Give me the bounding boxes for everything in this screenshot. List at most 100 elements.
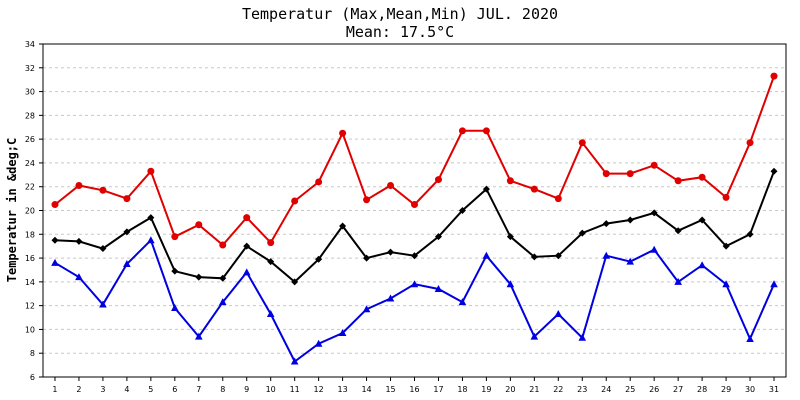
data-point-mean [626, 216, 634, 224]
data-point-max [291, 197, 299, 205]
data-point-mean [147, 214, 155, 222]
x-tick-label: 24 [601, 385, 611, 394]
data-point-max [770, 72, 778, 80]
y-tick-label: 10 [25, 325, 35, 334]
x-tick-label: 11 [290, 385, 300, 394]
data-point-max [530, 185, 538, 193]
data-point-min [171, 304, 179, 312]
data-point-mean [530, 253, 538, 261]
data-point-mean [171, 267, 179, 275]
data-point-max [746, 139, 754, 147]
x-tick-label: 19 [481, 385, 491, 394]
x-tick-label: 21 [529, 385, 539, 394]
data-point-min [434, 284, 443, 292]
data-point-max [722, 193, 730, 201]
data-point-min [123, 260, 131, 268]
data-point-min [722, 280, 730, 288]
x-tick-label: 9 [244, 385, 249, 394]
x-tick-label: 23 [577, 385, 587, 394]
data-point-min [410, 280, 419, 288]
x-tick-label: 29 [721, 385, 731, 394]
data-point-min [386, 294, 395, 302]
y-tick-label: 32 [25, 64, 35, 73]
data-point-min [770, 280, 778, 288]
y-axis-label: Temperatur in &deg;C [5, 138, 19, 283]
data-point-min [506, 280, 515, 288]
x-tick-label: 25 [625, 385, 635, 394]
data-point-max [171, 233, 179, 241]
data-point-max [315, 178, 323, 186]
y-tick-label: 34 [25, 40, 35, 49]
y-tick-label: 14 [25, 278, 35, 287]
data-point-max [387, 182, 395, 190]
data-point-max [674, 177, 682, 185]
data-point-max [482, 127, 490, 135]
x-tick-label: 5 [148, 385, 153, 394]
data-point-min [626, 257, 635, 265]
data-point-max [243, 214, 251, 222]
data-point-min [338, 328, 347, 336]
data-point-max [578, 139, 586, 147]
x-tick-label: 1 [52, 385, 57, 394]
y-tick-label: 6 [30, 373, 35, 382]
data-point-max [195, 221, 203, 229]
x-tick-label: 30 [745, 385, 755, 394]
x-tick-label: 22 [553, 385, 563, 394]
data-point-min [482, 251, 491, 259]
data-point-min [194, 332, 203, 340]
data-point-min [530, 332, 539, 340]
data-point-max [411, 201, 418, 209]
y-tick-label: 26 [25, 135, 35, 144]
chart-title: Temperatur (Max,Mean,Min) JUL. 2020 [242, 5, 558, 23]
data-point-max [147, 167, 155, 175]
data-point-mean [578, 229, 586, 237]
x-tick-label: 17 [433, 385, 443, 394]
data-point-max [363, 196, 371, 204]
data-point-min [147, 236, 155, 244]
x-tick-label: 4 [124, 385, 129, 394]
x-tick-label: 31 [769, 385, 779, 394]
data-point-max [434, 176, 442, 184]
data-point-min [314, 339, 323, 347]
data-point-min [674, 277, 682, 285]
data-point-mean [315, 255, 323, 263]
data-point-mean [674, 227, 682, 235]
y-tick-label: 16 [25, 254, 35, 263]
data-point-min [99, 300, 107, 308]
data-point-mean [554, 252, 562, 260]
data-point-max [458, 127, 466, 135]
data-point-max [554, 195, 562, 203]
y-tick-label: 24 [25, 159, 35, 168]
data-point-min [650, 245, 658, 253]
data-point-mean [267, 258, 275, 266]
data-point-max [267, 239, 275, 247]
data-point-min [602, 251, 611, 259]
data-point-mean [434, 233, 442, 241]
series-mean [51, 167, 778, 286]
x-ticks: 1 2 3 4 5 6 7 8 9 10 11 12 13 14 15 16 17 18 19 20 21 22 23 24 2… [52, 377, 779, 394]
chart-subtitle: Mean: 17.5°C [346, 23, 454, 41]
grid-lines [43, 67, 786, 354]
series-max [51, 72, 778, 249]
data-point-max [51, 201, 59, 209]
data-point-mean [458, 207, 466, 214]
data-point-mean [219, 274, 227, 282]
x-tick-label: 3 [100, 385, 105, 394]
data-point-max [99, 186, 107, 194]
data-point-mean [746, 230, 754, 238]
data-point-max [506, 177, 514, 185]
data-point-mean [291, 278, 299, 286]
x-tick-label: 14 [361, 385, 371, 394]
x-tick-label: 26 [649, 385, 659, 394]
data-point-min [578, 333, 587, 341]
data-point-max [75, 182, 83, 190]
data-point-max [698, 173, 706, 181]
data-point-min [554, 309, 563, 317]
x-tick-label: 28 [697, 385, 707, 394]
x-tick-label: 13 [338, 385, 348, 394]
x-tick-label: 16 [409, 385, 419, 394]
data-point-mean [482, 185, 490, 193]
data-point-max [626, 170, 634, 178]
y-tick-label: 8 [30, 349, 35, 358]
